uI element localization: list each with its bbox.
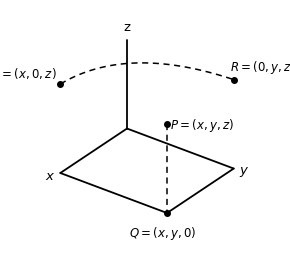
Text: y: y: [239, 164, 247, 177]
Text: z: z: [124, 21, 130, 34]
Text: $R=(0,y,z)$: $R=(0,y,z)$: [230, 59, 290, 76]
Text: $Q=(x,y,0)$: $Q=(x,y,0)$: [129, 225, 196, 242]
Text: $P=(x,y,z)$: $P=(x,y,z)$: [170, 117, 233, 134]
Text: $S=(x,0,z)$: $S=(x,0,z)$: [0, 66, 57, 81]
Text: x: x: [46, 170, 54, 183]
